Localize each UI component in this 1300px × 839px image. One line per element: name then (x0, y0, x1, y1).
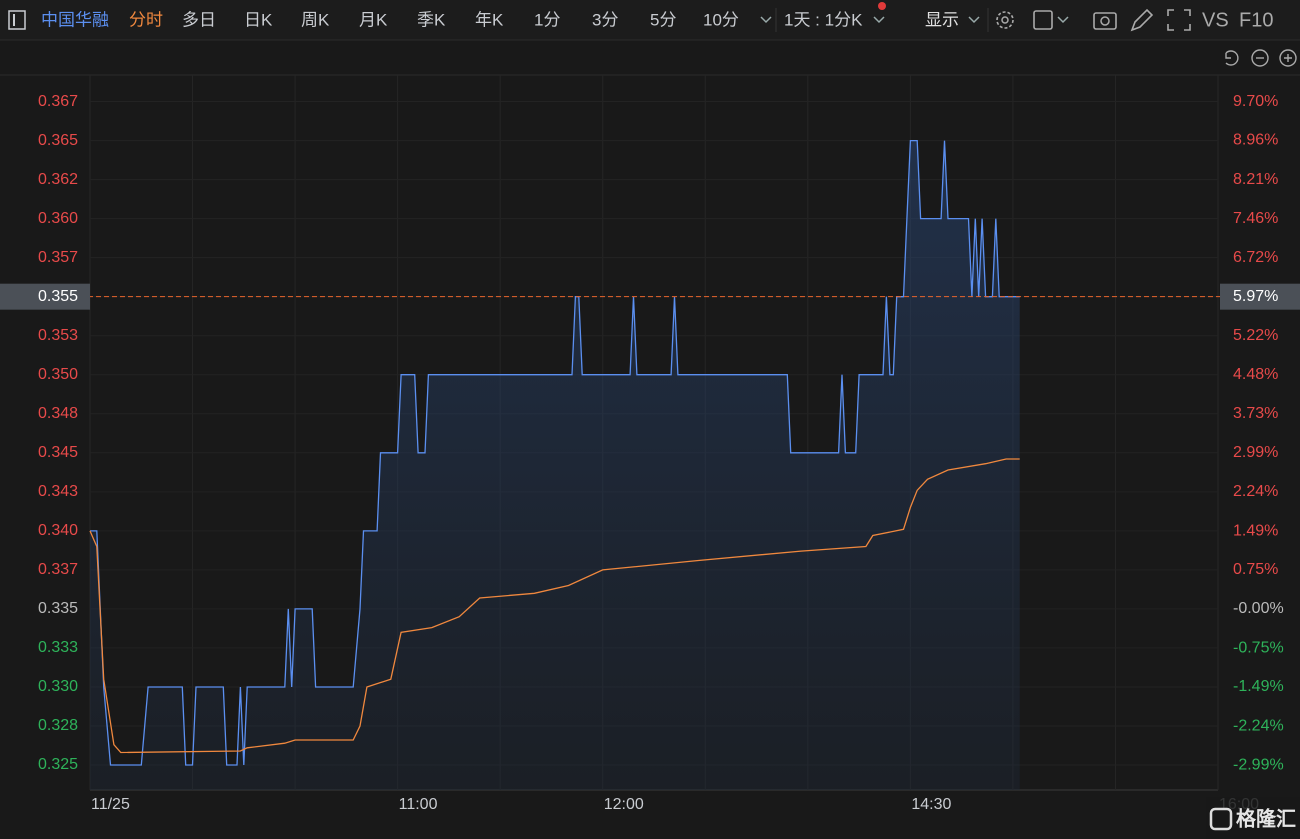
display-menu[interactable]: 显示 (925, 10, 959, 29)
y-tick-label: 0.355 (38, 288, 78, 305)
zoom-out-icon[interactable] (1251, 49, 1269, 67)
watermark-logo (1209, 807, 1233, 831)
watermark: 格隆汇 (1236, 806, 1296, 830)
y-tick-label: 0.362 (38, 171, 78, 188)
y-tick-label: 0.367 (38, 93, 78, 110)
chevron (968, 16, 980, 24)
chevron (1057, 16, 1069, 24)
axes: 11/2511:0012:0014:3016:000.3250.3280.330… (0, 93, 1300, 813)
y-tick-label: 0.357 (38, 249, 78, 266)
y-tick-label: 0.325 (38, 756, 78, 773)
tab[interactable]: 月K (359, 10, 388, 29)
tab[interactable]: 3分 (592, 10, 618, 29)
y2-tick-label: 3.73% (1233, 405, 1278, 422)
x-tick-label: 14:30 (911, 796, 951, 813)
stock-name[interactable]: 中国华融 (41, 10, 109, 29)
chevron[interactable] (760, 16, 772, 24)
x-tick-label: 11:00 (399, 796, 438, 813)
y2-tick-label: -0.00% (1233, 600, 1284, 617)
layout-icon[interactable] (1033, 10, 1053, 30)
y-tick-label: 0.353 (38, 327, 78, 344)
price-line (90, 139, 1020, 766)
y-tick-label: 0.328 (38, 717, 78, 734)
tab[interactable]: 分时 (129, 10, 163, 29)
settings-icon[interactable] (996, 11, 1014, 29)
y-tick-label: 0.365 (38, 132, 78, 149)
x-tick-label: 12:00 (604, 796, 644, 813)
tab[interactable]: 5分 (650, 10, 676, 29)
tab[interactable]: 多日 (182, 10, 216, 29)
plot (0, 139, 1300, 791)
y2-tick-label: 2.99% (1233, 444, 1278, 461)
zoom-in-plus (1284, 54, 1292, 62)
camera-lens (1100, 16, 1110, 26)
y-tick-label: 0.350 (38, 366, 78, 383)
y-tick-label: 0.345 (38, 444, 78, 461)
undo-icon[interactable] (1225, 50, 1239, 66)
tab[interactable]: 年K (475, 10, 504, 29)
average-line (89, 458, 1020, 754)
chevron (873, 16, 885, 24)
toolbar-bg (0, 0, 1300, 40)
y2-tick-label: -0.75% (1233, 639, 1284, 656)
y2-tick-label: 5.97% (1233, 288, 1278, 305)
y2-tick-label: -2.99% (1233, 757, 1284, 774)
period-select[interactable]: 1天 : 1分K (784, 10, 863, 29)
y2-tick-label: -1.49% (1233, 678, 1284, 695)
y2-tick-label: 8.21% (1233, 171, 1278, 188)
tab[interactable]: 季K (417, 10, 446, 29)
y2-tick-label: 8.96% (1233, 132, 1278, 149)
y2-tick-label: -2.24% (1233, 717, 1284, 734)
watermark-bg (1206, 797, 1300, 839)
camera-icon[interactable] (1093, 12, 1117, 30)
price-area (90, 140, 1020, 791)
y2-tick-label: 6.72% (1233, 249, 1278, 266)
y-tick-label: 0.348 (38, 405, 78, 422)
zoom-in-icon[interactable] (1279, 49, 1297, 67)
y2-tick-label: 4.48% (1233, 366, 1278, 383)
y-tick-label: 0.343 (38, 483, 78, 500)
y-tick-label: 0.337 (38, 561, 78, 578)
last-price-right-bg (1220, 283, 1300, 310)
tab[interactable]: 周K (301, 10, 330, 29)
y2-tick-label: 0.75% (1233, 561, 1278, 578)
tab[interactable]: 1分 (534, 10, 560, 29)
y-tick-label: 0.335 (38, 600, 78, 617)
tab[interactable]: 10分 (703, 10, 739, 29)
y-tick-label: 0.330 (38, 678, 78, 695)
draw-icon[interactable] (1130, 8, 1154, 32)
vs-button[interactable]: VS (1202, 9, 1229, 31)
menu-icon[interactable] (8, 10, 26, 30)
tabs: 分时 多日 日K 周K 月K 季K 年K 1分 3分 5分 10分 (129, 10, 739, 29)
settings-icon-core (1001, 16, 1009, 24)
y-tick-label: 0.340 (38, 522, 78, 539)
y-tick-label: 0.333 (38, 639, 78, 656)
x-tick-label: 11/25 (91, 796, 130, 813)
tab[interactable]: 日K (244, 10, 273, 29)
y-tick-label: 0.360 (38, 210, 78, 227)
f10-button[interactable]: F10 (1239, 9, 1273, 31)
y2-tick-label: 9.70% (1233, 93, 1278, 110)
y2-tick-label: 1.49% (1233, 522, 1278, 539)
y2-tick-label: 2.24% (1233, 483, 1278, 500)
notice-dot (878, 2, 886, 10)
y2-tick-label: 5.22% (1233, 327, 1278, 344)
last-price-left-bg (0, 283, 90, 310)
y2-tick-label: 7.46% (1233, 210, 1278, 227)
fullscreen-icon[interactable] (1167, 9, 1191, 31)
